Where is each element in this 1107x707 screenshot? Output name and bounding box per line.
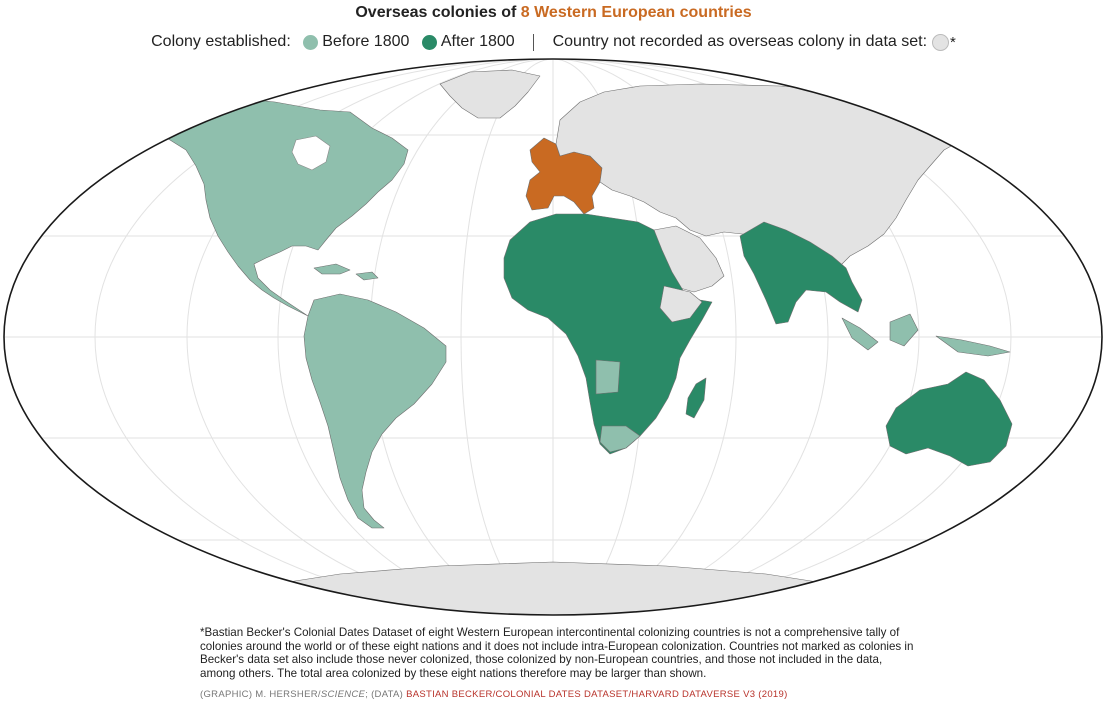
south-asia [739, 221, 863, 325]
hudson-bay [291, 135, 331, 171]
legend-divider [533, 33, 535, 51]
legend-after-1800: After 1800 [421, 33, 515, 51]
credit-source: BASTIAN BECKER/COLONIAL DATES DATASET/HA… [406, 689, 788, 700]
africa [503, 213, 713, 455]
map-title: Overseas colonies of 8 Western European … [0, 4, 1107, 22]
world-map [3, 58, 1103, 616]
legend-label: Colony established: [151, 33, 291, 50]
landmasses [147, 69, 1059, 615]
legend-before-1800: Before 1800 [303, 33, 409, 51]
credit-data-label: ; (DATA) [365, 689, 407, 700]
north-america [147, 97, 409, 317]
legend-asterisk: * [950, 33, 956, 51]
title-highlight: 8 Western European countries [520, 4, 752, 21]
credit-outlet: SCIENCE [320, 689, 366, 700]
legend-not-recorded: Country not recorded as overseas colony … [553, 33, 956, 51]
greenland [439, 69, 541, 119]
footnote: *Bastian Becker's Colonial Dates Dataset… [200, 626, 914, 680]
map-border [3, 58, 1103, 616]
not-recorded-swatch [932, 33, 950, 51]
after-1800-swatch [421, 34, 437, 50]
south-america [303, 293, 447, 529]
credit-graphic: (GRAPHIC) M. HERSHER/ [200, 689, 321, 700]
title-prefix: Overseas colonies of [355, 4, 521, 21]
legend-after-label: After 1800 [440, 33, 515, 50]
madagascar [685, 377, 707, 419]
legend-before-label: Before 1800 [322, 33, 410, 50]
ethiopia [659, 285, 703, 323]
caribbean-islands [313, 263, 379, 281]
legend: Colony established: Before 1800 After 18… [0, 33, 1107, 51]
southern-africa-before-1800 [595, 359, 641, 453]
before-1800-swatch [303, 34, 319, 50]
southeast-asia-islands [841, 313, 1011, 357]
credit-line: (GRAPHIC) M. HERSHER/SCIENCE; (DATA) BAS… [200, 689, 788, 700]
australia [885, 371, 1013, 467]
legend-not-recorded-label: Country not recorded as overseas colony … [552, 33, 928, 50]
